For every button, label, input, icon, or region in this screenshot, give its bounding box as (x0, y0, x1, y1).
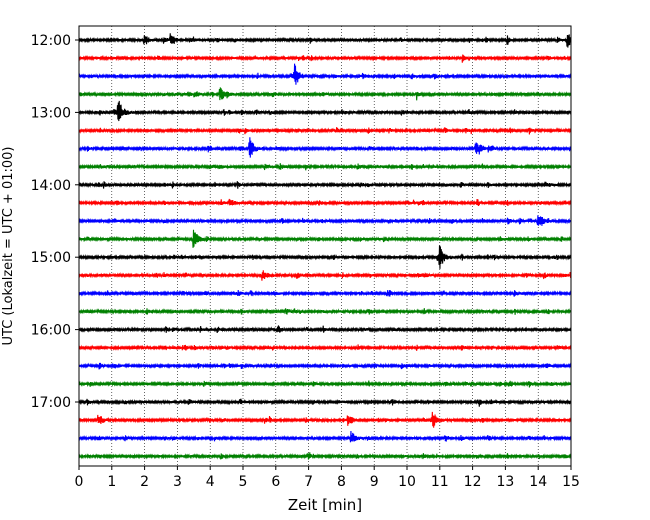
x-tick-label: 0 (75, 474, 84, 490)
x-tick-label: 12 (464, 474, 482, 490)
seismic-trace (78, 63, 572, 85)
y-axis: 12:00 13:00 14:00 15:00 16:00 17:00 (31, 33, 79, 411)
x-tick-label: 5 (239, 474, 248, 490)
x-tick-label: 6 (271, 474, 280, 490)
x-axis-label: Zeit [min] (288, 496, 362, 514)
x-tick-label: 7 (304, 474, 313, 490)
x-tick-label: 10 (398, 474, 416, 490)
traces (78, 33, 572, 460)
y-tick-label: 16:00 (31, 323, 71, 339)
y-tick-label: 17:00 (31, 395, 71, 411)
plot-frame (78, 25, 572, 467)
seismic-trace (78, 100, 572, 122)
x-tick-label: 4 (206, 474, 215, 490)
y-tick-label: 14:00 (31, 178, 71, 194)
x-tick-label: 15 (562, 474, 580, 490)
x-tick-label: 13 (496, 474, 514, 490)
y-axis-label: UTC (Lokalzeit = UTC + 01:00) (1, 147, 16, 346)
x-tick-label: 1 (107, 474, 116, 490)
x-tick-label: 11 (431, 474, 449, 490)
x-tick-label: 9 (370, 474, 379, 490)
x-tick-label: 3 (173, 474, 182, 490)
y-tick-label: 15:00 (31, 250, 71, 266)
x-tick-label: 14 (529, 474, 547, 490)
seismic-trace (78, 137, 572, 158)
y-tick-label: 13:00 (31, 105, 71, 121)
y-tick-label: 12:00 (31, 33, 71, 49)
x-tick-label: 8 (337, 474, 346, 490)
seismic-trace (78, 431, 572, 443)
x-axis: 0 1 2 3 4 5 6 7 8 9 10 11 12 13 14 15 (75, 466, 580, 490)
x-tick-label: 2 (140, 474, 149, 490)
grid (111, 26, 539, 466)
